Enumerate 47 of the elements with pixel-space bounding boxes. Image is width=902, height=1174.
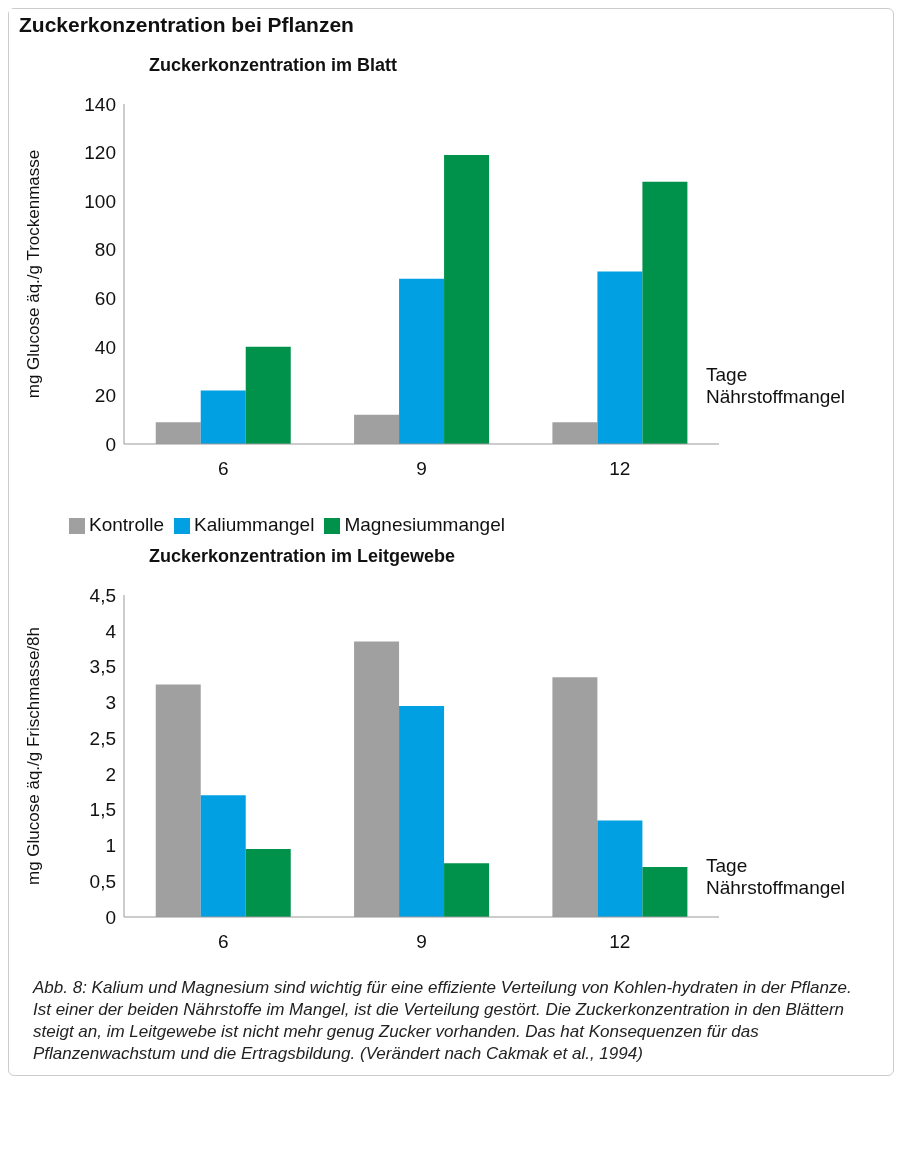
y-tick-label: 4,5	[89, 584, 116, 606]
y-tick-label: 120	[84, 142, 116, 164]
bar	[399, 705, 445, 917]
bar	[597, 820, 643, 917]
chart-title: Zuckerkonzentration im Leitgewebe	[148, 546, 457, 567]
bar	[200, 795, 246, 917]
y-tick-label: 40	[94, 336, 116, 358]
x-tick-label: 12	[609, 931, 631, 953]
y-tick-label: 1	[105, 835, 116, 857]
y-tick-label: 0	[105, 906, 116, 928]
bar	[642, 181, 688, 444]
y-tick-label: 2,5	[89, 727, 116, 749]
caption: Abb. 8: Kalium und Magnesium sind wichtig für eine effiziente Verteilung von Kohlen-hydraten in der Pflanze. Ist einer der beiden Nährstoffe im Mangel, ist die Verteilung gestört. Die Zuckerkonzentration in den Blättern steigt an, im Leitgewebe ist nicht mehr genug Zucker vorhanden. Das hat Konsequenzen für das Pflanzenwachstum und die Ertragsbildung. (Verändert nach Cakmak et al., 1994)	[33, 977, 853, 1065]
bar	[399, 278, 445, 444]
text: Zuckerkonzentration bei Pflanzen	[19, 13, 354, 37]
x-axis-title: Tage Nährstoffmangel	[706, 855, 847, 899]
legend-label: Kaliummangel	[194, 514, 315, 535]
bar	[444, 863, 490, 917]
y-axis-title: mg Glucose äq./g Trockenmasse	[24, 149, 44, 399]
bar	[597, 271, 643, 444]
y-tick-label: 80	[94, 239, 116, 261]
y-tick-label: 0	[105, 433, 116, 455]
bar	[245, 346, 291, 444]
x-tick-label: 6	[217, 931, 229, 953]
x-axis-title: Tage Nährstoffmangel	[706, 364, 847, 408]
bar	[444, 155, 490, 444]
x-tick-label: 9	[416, 931, 427, 953]
y-tick-label: 60	[94, 288, 116, 310]
bar	[245, 849, 291, 917]
y-tick-label: 0,5	[89, 870, 116, 892]
y-tick-label: 3	[105, 692, 116, 714]
y-tick-label: 20	[94, 385, 116, 407]
y-tick-label: 140	[84, 93, 116, 115]
bar	[642, 866, 688, 917]
legend-label: Magnesiummangel	[344, 514, 505, 535]
y-tick-label: 1,5	[89, 799, 116, 821]
legend-label: Kontrolle	[89, 514, 164, 535]
y-tick-label: 3,5	[89, 656, 116, 678]
chart-title: Zuckerkonzentration im Blatt	[148, 55, 399, 76]
x-tick-label: 12	[609, 458, 631, 480]
x-tick-label: 6	[217, 458, 229, 480]
y-axis-title: mg Glucose äq./g Frischmasse/8h	[24, 627, 44, 885]
y-tick-label: 2	[105, 763, 116, 785]
x-tick-label: 9	[416, 458, 427, 480]
y-tick-label: 100	[84, 190, 116, 212]
y-tick-label: 4	[105, 620, 117, 642]
bar	[200, 390, 246, 444]
